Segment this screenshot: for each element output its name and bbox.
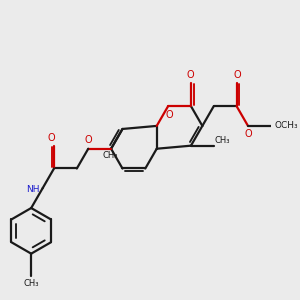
Text: NH: NH (26, 185, 40, 194)
Text: O: O (244, 129, 252, 139)
Text: O: O (84, 135, 92, 145)
Text: O: O (165, 110, 173, 120)
Text: CH₃: CH₃ (23, 279, 39, 288)
Text: CH₃: CH₃ (102, 151, 118, 160)
Text: CH₃: CH₃ (214, 136, 230, 145)
Text: O: O (187, 70, 194, 80)
Text: O: O (48, 133, 56, 142)
Text: OCH₃: OCH₃ (275, 122, 298, 130)
Text: O: O (233, 70, 241, 80)
